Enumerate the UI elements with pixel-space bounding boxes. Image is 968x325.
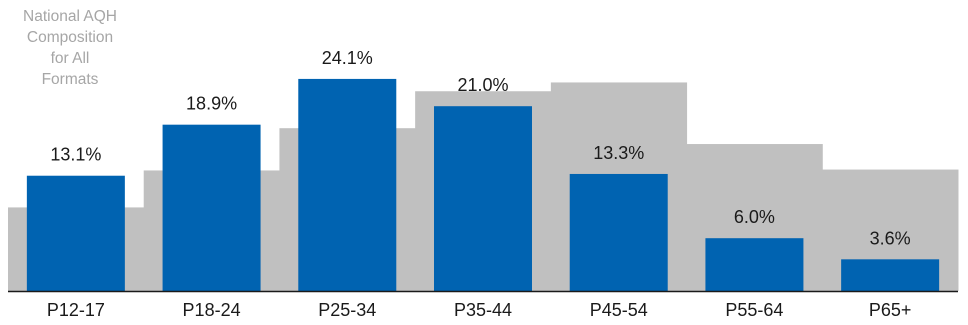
data-label: 13.1% <box>50 145 101 165</box>
legend-line: National AQH <box>23 8 117 25</box>
data-label: 18.9% <box>186 94 237 114</box>
primary-bar <box>705 238 804 291</box>
x-axis-ticks: P12-17 P18-24 P25-34 P35-44 P45-54 P55-64 P65+ <box>47 300 912 320</box>
x-tick-label: P35-44 <box>454 300 512 320</box>
primary-bar <box>569 173 668 291</box>
primary-bar <box>26 175 125 291</box>
x-tick-label: P18-24 <box>183 300 241 320</box>
primary-series: 13.1% 18.9% 24.1% 21.0% 13.3% 6.0% 3.6% <box>26 48 940 292</box>
x-tick-label: P45-54 <box>590 300 648 320</box>
data-label: 13.3% <box>593 143 644 163</box>
legend-label-national-aqh: National AQH Composition for All Formats <box>0 6 140 90</box>
primary-bar <box>162 124 261 292</box>
legend-line: Composition <box>26 29 114 46</box>
data-label: 6.0% <box>734 207 775 227</box>
data-label: 21.0% <box>457 75 508 95</box>
legend-line: for All <box>50 50 90 67</box>
legend-line: Formats <box>41 71 99 88</box>
data-label: 3.6% <box>870 228 911 248</box>
x-tick-label: P55-64 <box>725 300 783 320</box>
primary-bar <box>841 259 940 291</box>
primary-bar <box>298 78 397 291</box>
x-tick-label: P25-34 <box>318 300 376 320</box>
x-tick-label: P65+ <box>869 300 912 320</box>
data-label: 24.1% <box>322 48 373 68</box>
primary-bar <box>434 106 532 291</box>
x-tick-label: P12-17 <box>47 300 105 320</box>
